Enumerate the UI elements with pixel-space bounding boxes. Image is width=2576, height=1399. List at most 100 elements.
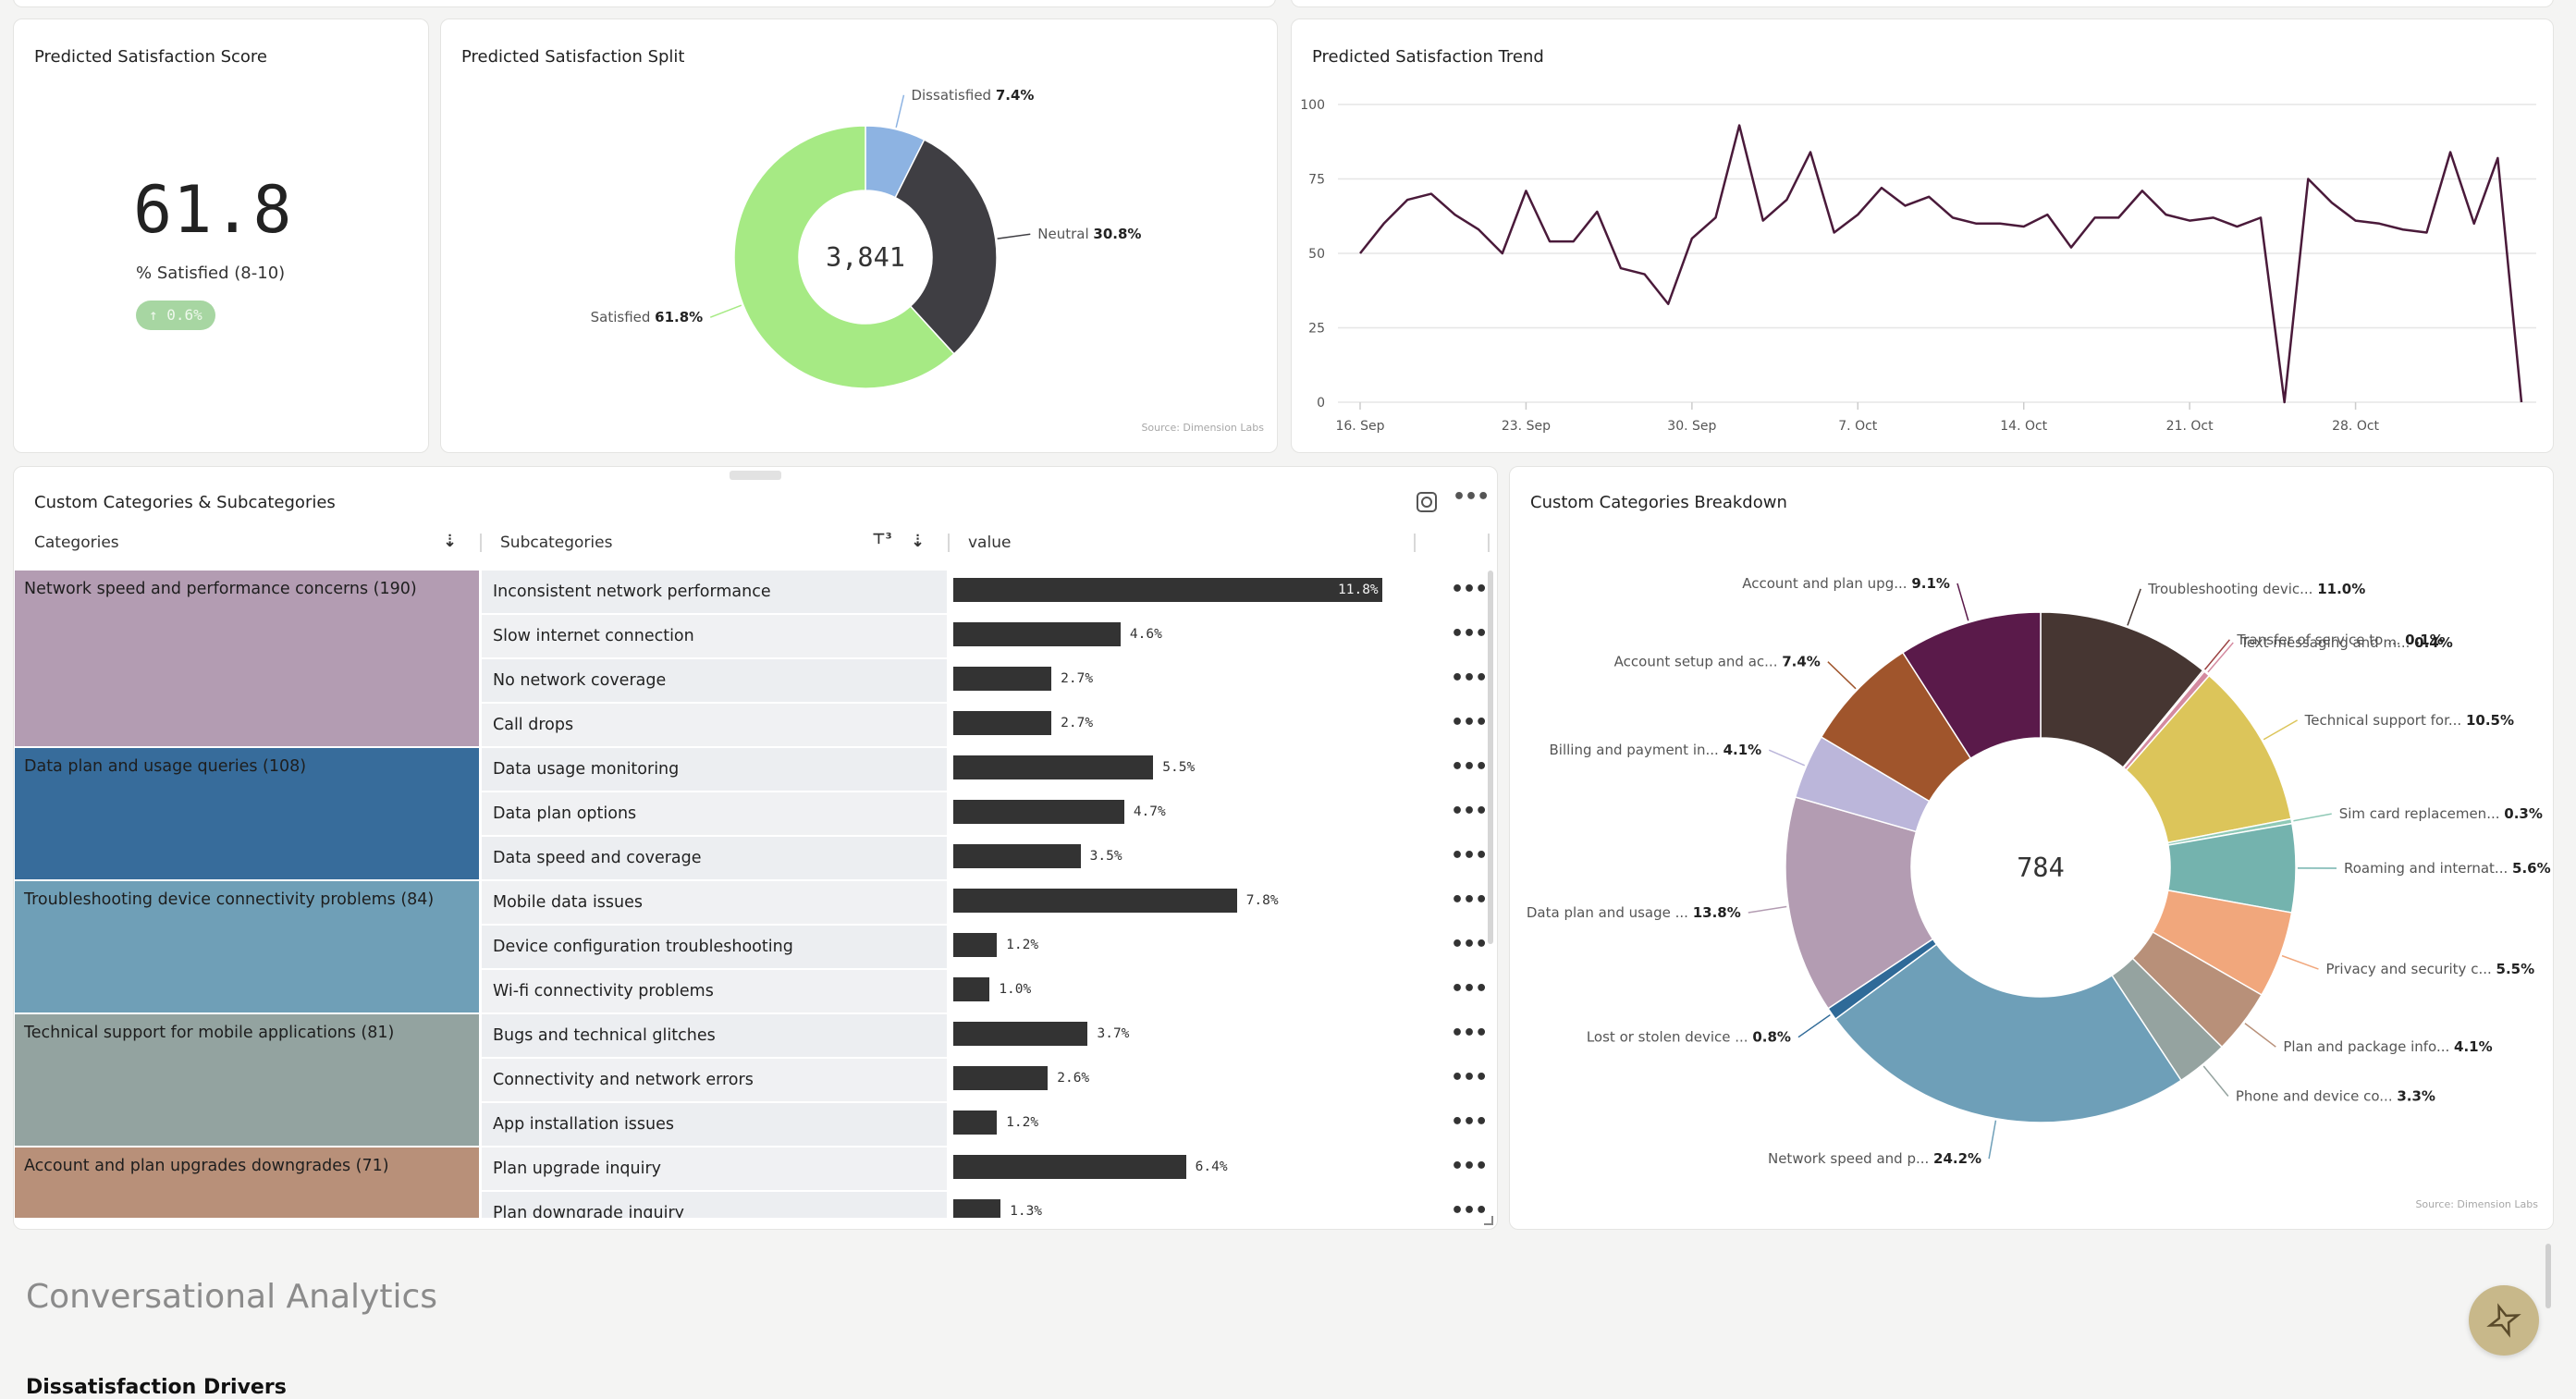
value-label: 2.7% (1061, 671, 1093, 686)
subcategory-cell[interactable]: Plan upgrade inquiry (482, 1147, 947, 1190)
more-icon[interactable]: ••• (1453, 485, 1489, 509)
row-more-icon[interactable]: ••• (1451, 933, 1487, 956)
score-card-title: Predicted Satisfaction Score (34, 47, 267, 67)
category-cell[interactable]: Data plan and usage queries (108) (15, 748, 479, 879)
split-source: Source: Dimension Labs (1141, 422, 1264, 434)
split-leader-line (998, 234, 1031, 239)
trend-y-tick: 75 (1308, 173, 1325, 188)
trend-x-tick: 21. Oct (2166, 419, 2214, 434)
subcategory-cell[interactable]: App installation issues (482, 1103, 947, 1146)
split-center-label: 3,841 (826, 242, 905, 273)
value-bar[interactable] (953, 755, 1153, 779)
trend-y-tick: 50 (1308, 247, 1325, 262)
category-cell[interactable]: Troubleshooting device connectivity prob… (15, 881, 479, 1012)
value-bar[interactable] (953, 1155, 1186, 1179)
subcategory-cell[interactable]: Plan downgrade inquiry (482, 1192, 947, 1218)
trend-y-tick: 0 (1317, 396, 1325, 411)
section-subtitle: Dissatisfaction Drivers (26, 1376, 287, 1399)
subcategory-cell[interactable]: Inconsistent network performance (482, 571, 947, 613)
row-more-icon[interactable]: ••• (1451, 667, 1487, 690)
sort-icon[interactable]: ⇣ (443, 532, 457, 551)
column-divider[interactable] (480, 534, 482, 552)
drag-handle[interactable] (730, 471, 781, 480)
value-bar[interactable] (953, 711, 1051, 735)
breakdown-leader-line (2245, 1024, 2275, 1047)
resize-handle-icon[interactable] (1484, 1216, 1493, 1225)
value-cell: 7.8% (950, 881, 1412, 926)
value-label: 3.7% (1097, 1026, 1129, 1041)
split-card: Predicted Satisfaction Split Dissatisfie… (440, 18, 1278, 453)
table-card: Custom Categories & Subcategories ••• Ca… (13, 466, 1498, 1230)
column-divider[interactable] (948, 534, 950, 552)
trend-series-line[interactable] (1360, 126, 2521, 402)
row-more-icon[interactable]: ••• (1451, 889, 1487, 912)
row-more-icon[interactable]: ••• (1451, 1155, 1487, 1178)
category-cell[interactable]: Network speed and performance concerns (… (15, 571, 479, 746)
score-value: 61.8 (133, 172, 293, 248)
card-above-left (13, 0, 1276, 7)
value-label: 1.3% (1010, 1204, 1042, 1218)
header-categories[interactable]: Categories (34, 534, 119, 552)
column-divider[interactable] (1488, 534, 1490, 552)
table-scrollbar[interactable] (1488, 571, 1493, 944)
breakdown-leader-line (1957, 583, 1969, 620)
value-bar[interactable] (953, 1022, 1087, 1046)
category-cell[interactable]: Account and plan upgrades downgrades (71… (15, 1147, 479, 1218)
page-scrollbar[interactable] (2545, 1244, 2551, 1308)
header-value[interactable]: value (968, 534, 1011, 552)
row-more-icon[interactable]: ••• (1451, 1111, 1487, 1134)
subcategory-cell[interactable]: Bugs and technical glitches (482, 1014, 947, 1057)
value-bar[interactable] (953, 844, 1081, 868)
row-more-icon[interactable]: ••• (1451, 977, 1487, 1000)
subcategory-cell[interactable]: No network coverage (482, 659, 947, 702)
breakdown-leader-line (2293, 814, 2331, 821)
breakdown-center-label: 784 (2017, 853, 2064, 883)
subcategory-cell[interactable]: Wi-fi connectivity problems (482, 970, 947, 1012)
row-more-icon[interactable]: ••• (1451, 1066, 1487, 1089)
subcategory-cell[interactable]: Connectivity and network errors (482, 1059, 947, 1101)
breakdown-leader-line (2205, 640, 2230, 669)
value-bar[interactable] (953, 1066, 1048, 1090)
row-more-icon[interactable]: ••• (1451, 578, 1487, 601)
subcategory-cell[interactable]: Data usage monitoring (482, 748, 947, 791)
row-more-icon[interactable]: ••• (1451, 800, 1487, 823)
row-more-icon[interactable]: ••• (1451, 622, 1487, 645)
subcategory-cell[interactable]: Device configuration troubleshooting (482, 926, 947, 968)
value-bar[interactable] (953, 800, 1124, 824)
value-cell: 1.2% (950, 1103, 1412, 1147)
ai-assistant-button[interactable] (2469, 1285, 2539, 1356)
score-change-badge: ↑ 0.6% (136, 301, 215, 330)
breakdown-slice-label: Privacy and security c... 5.5% (2325, 961, 2534, 977)
filter-icon[interactable]: ⊤³ (872, 530, 892, 547)
column-divider[interactable] (1414, 534, 1416, 552)
value-bar[interactable] (953, 1199, 1000, 1218)
subcategory-cell[interactable]: Slow internet connection (482, 615, 947, 657)
sparkle-icon (2469, 1285, 2539, 1356)
value-bar[interactable] (953, 578, 1382, 602)
value-bar[interactable] (953, 667, 1051, 691)
breakdown-leader-line (1828, 662, 1856, 689)
value-bar[interactable] (953, 622, 1121, 646)
breakdown-slice-label: Phone and device co... 3.3% (2236, 1087, 2435, 1104)
row-more-icon[interactable]: ••• (1451, 755, 1487, 779)
header-subcategories[interactable]: Subcategories (500, 534, 612, 552)
row-more-icon[interactable]: ••• (1451, 1199, 1487, 1218)
row-more-icon[interactable]: ••• (1451, 844, 1487, 867)
value-bar[interactable] (953, 977, 989, 1001)
breakdown-card: Custom Categories Breakdown Troubleshoot… (1509, 466, 2554, 1230)
camera-icon[interactable] (1414, 489, 1440, 515)
value-bar[interactable] (953, 933, 997, 957)
subcategory-cell[interactable]: Data speed and coverage (482, 837, 947, 879)
value-bar[interactable] (953, 889, 1237, 913)
value-cell: 2.6% (950, 1059, 1412, 1103)
row-more-icon[interactable]: ••• (1451, 1022, 1487, 1045)
subcategory-cell[interactable]: Mobile data issues (482, 881, 947, 924)
split-slice-label: Neutral 30.8% (1037, 226, 1141, 242)
sort-icon[interactable]: ⇣ (911, 532, 925, 551)
row-more-icon[interactable]: ••• (1451, 711, 1487, 734)
category-cell[interactable]: Technical support for mobile application… (15, 1014, 479, 1146)
trend-y-tick: 100 (1300, 98, 1325, 113)
value-bar[interactable] (953, 1111, 997, 1135)
subcategory-cell[interactable]: Call drops (482, 704, 947, 746)
subcategory-cell[interactable]: Data plan options (482, 792, 947, 835)
